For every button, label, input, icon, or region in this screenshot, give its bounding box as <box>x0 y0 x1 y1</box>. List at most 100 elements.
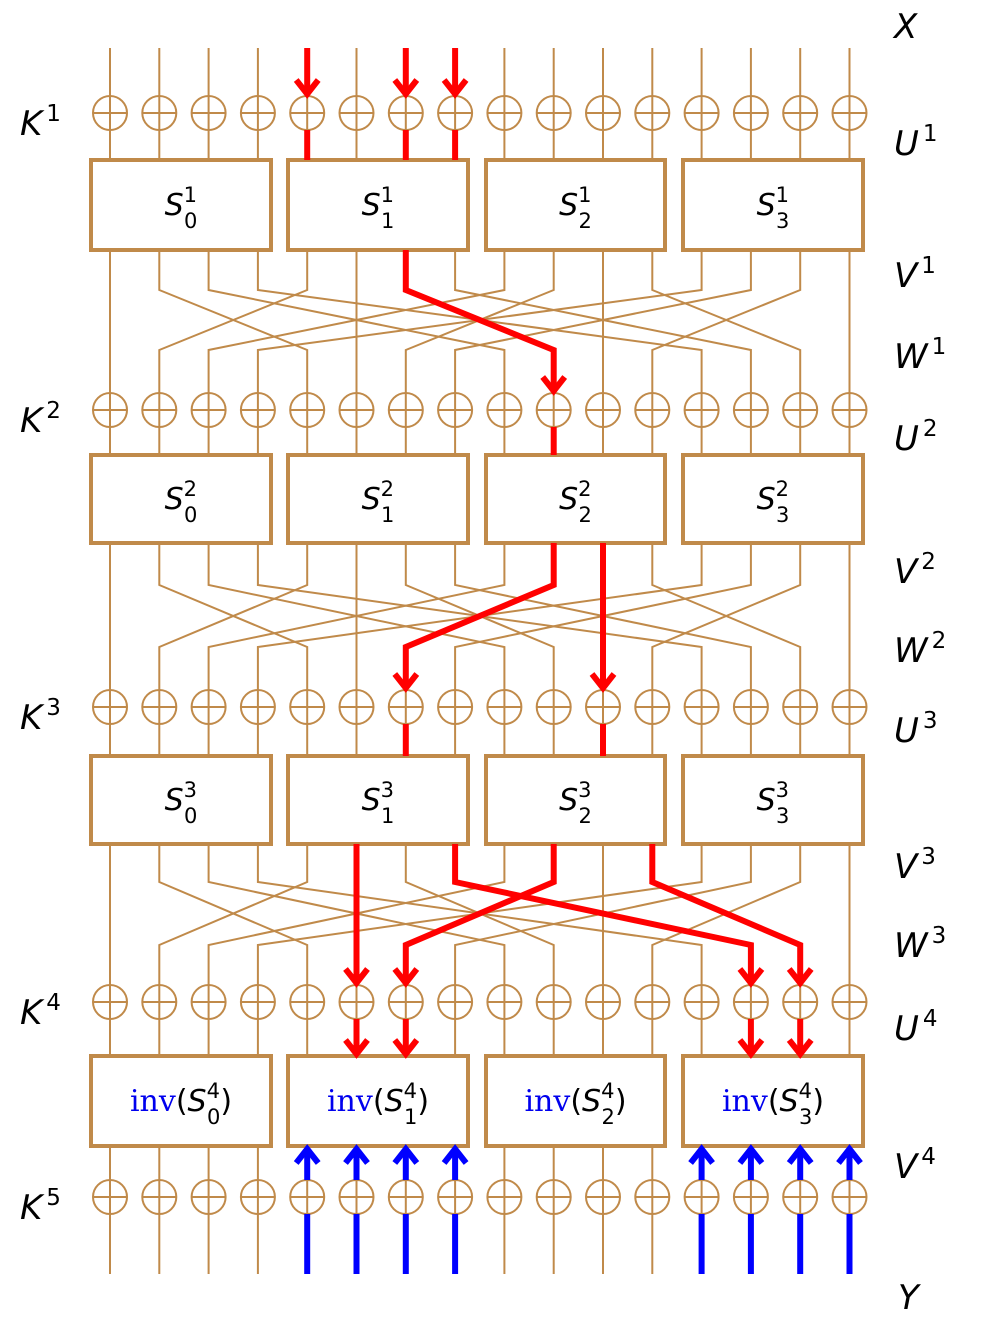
xor-icon <box>486 95 523 131</box>
permutation-wire <box>207 250 506 393</box>
state-label-base: V <box>894 552 920 592</box>
label-layer: XYK 1K 2K 3K 4K 5U 1V 1W 1U 2V 2W 2U 3V 3W 3U 4V 4 <box>20 7 946 1318</box>
xor-icon <box>585 95 621 131</box>
sbox-subscript: 1 <box>404 1105 417 1129</box>
state-label-base: U <box>894 124 919 164</box>
arrowhead-icon <box>392 78 420 99</box>
sbox-r1-0 <box>89 158 273 252</box>
xor-icon <box>239 95 276 131</box>
sbox-superscript: 4 <box>207 1079 220 1103</box>
permutation-wire <box>158 543 309 690</box>
sbox-base: S <box>757 188 776 223</box>
permutation-wire <box>158 844 309 985</box>
xor-icon <box>782 95 819 131</box>
xor-icon <box>732 1179 769 1215</box>
xor-icon <box>535 689 572 725</box>
arrowhead-icon <box>293 1144 321 1165</box>
sbox-label: S2 2 <box>559 477 592 527</box>
xor-icon <box>289 689 326 725</box>
xor-icon <box>831 1179 868 1215</box>
key-label-superscript: 1 <box>46 101 61 127</box>
sbox-superscript: 1 <box>381 183 394 207</box>
xor-icon <box>782 984 819 1020</box>
state-label-superscript: 2 <box>932 628 947 654</box>
sbox-base: S <box>559 482 578 517</box>
xor-icon <box>338 1179 375 1215</box>
inv-keyword: inv <box>524 1084 570 1119</box>
sbox-label: S1 3 <box>757 183 790 233</box>
sbox-base: S <box>362 188 381 223</box>
xor-icon <box>634 689 671 725</box>
sbox-r4-1 <box>286 1054 470 1148</box>
xor-icon <box>239 392 276 428</box>
sbox-base: S <box>188 1084 207 1119</box>
sbox-superscript: 1 <box>578 183 591 207</box>
permutation-wire <box>651 250 802 393</box>
inv-keyword: inv <box>327 1084 373 1119</box>
sbox-superscript: 1 <box>776 183 789 207</box>
xor-icon <box>92 984 128 1020</box>
active-path-segment <box>402 543 557 688</box>
xor-icon <box>437 95 474 131</box>
state-label-base: V <box>894 1147 920 1187</box>
xor-icon <box>437 984 474 1020</box>
arrowhead-icon <box>392 1038 420 1059</box>
permutation-wire <box>158 250 309 393</box>
state-label-base: W <box>894 337 929 377</box>
arrowhead-icon <box>441 78 469 99</box>
sbox-superscript: 3 <box>184 778 197 802</box>
sbox-subscript: 2 <box>579 804 592 828</box>
sbox-subscript: 0 <box>184 209 197 233</box>
arrowhead-icon <box>737 1038 765 1059</box>
sbox-label: inv(S4 3) <box>722 1079 824 1129</box>
sbox-base: S <box>165 783 184 818</box>
sbox-label: S2 3 <box>757 477 790 527</box>
xor-icon <box>92 95 128 131</box>
sbox-label: S1 2 <box>559 183 592 233</box>
permutation-wire <box>651 543 802 690</box>
sbox-label: S3 0 <box>165 778 198 828</box>
inv-keyword: inv <box>722 1084 768 1119</box>
xor-icon <box>190 392 227 428</box>
sbox-label: S1 1 <box>362 183 395 233</box>
sbox-superscript: 4 <box>404 1079 417 1103</box>
xor-icon <box>239 984 276 1020</box>
xor-icon <box>338 689 375 725</box>
sbox-label: S3 3 <box>757 778 790 828</box>
sbox-base: S <box>582 1084 601 1119</box>
xor-icon <box>585 689 621 725</box>
known-output-layer <box>293 1144 863 1274</box>
xor-icon <box>338 95 375 131</box>
sbox-base: S <box>757 482 776 517</box>
xor-icon <box>831 95 868 131</box>
sbox-subscript: 0 <box>207 1105 220 1129</box>
xor-icon <box>190 984 227 1020</box>
xor-icon <box>634 95 671 131</box>
sbox-r3-2 <box>484 754 667 846</box>
sbox-subscript: 1 <box>381 209 394 233</box>
arrowhead-icon <box>392 672 420 693</box>
sbox-base: S <box>165 482 184 517</box>
sbox-subscript: 3 <box>776 209 789 233</box>
xor-icon <box>831 984 868 1020</box>
sbox-superscript: 1 <box>184 183 197 207</box>
sbox-subscript: 0 <box>184 503 197 527</box>
paren-close: ) <box>220 1084 232 1119</box>
sbox-subscript: 2 <box>579 503 592 527</box>
state-label-superscript: 1 <box>921 253 936 279</box>
sbox-label: S3 2 <box>559 778 592 828</box>
xor-icon <box>535 1179 572 1215</box>
active-path-segment <box>649 844 804 983</box>
paren-open: ( <box>768 1084 780 1119</box>
state-label-superscript: 3 <box>923 708 938 734</box>
state-label-base: V <box>894 256 920 296</box>
sbox-r2-0 <box>89 453 273 545</box>
xor-icon <box>437 689 474 725</box>
